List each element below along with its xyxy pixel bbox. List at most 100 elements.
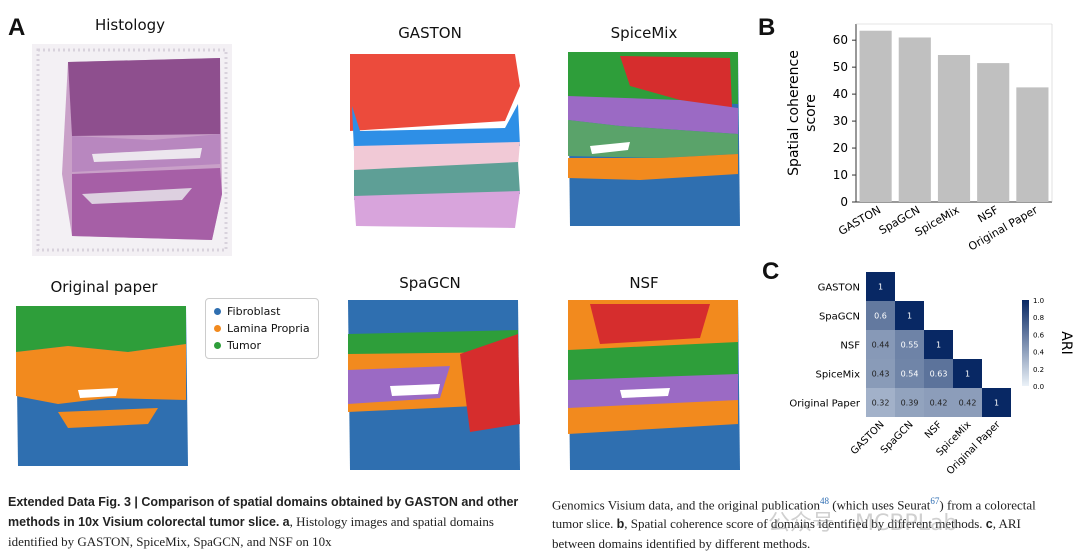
histology-image (32, 44, 232, 256)
histology-title: Histology (94, 16, 166, 34)
gaston-title: GASTON (398, 24, 462, 42)
y-tick-label: 0 (840, 195, 848, 209)
heatmap-cell-value: 1 (878, 283, 883, 292)
heatmap-cell (895, 330, 924, 359)
colorbar-tick-label: 0.0 (1033, 383, 1044, 391)
legend-label: Tumor (227, 339, 261, 352)
colorbar (1022, 300, 1029, 386)
heatmap-cell-value: 0.6 (874, 312, 887, 321)
heatmap-cell (982, 388, 1011, 417)
heatmap-cell (953, 359, 982, 388)
spagcn-domain-map (348, 300, 520, 470)
caption-c-label: c (985, 517, 993, 532)
y-tick-label: 10 (833, 168, 848, 182)
colorbar-label: ARI (1058, 331, 1074, 354)
y-tick-label: 60 (833, 33, 848, 47)
colorbar-tick-label: 0.2 (1033, 366, 1044, 374)
colorbar-tick-label: 0.8 (1033, 314, 1044, 322)
colorbar-tick-label: 0.6 (1033, 331, 1045, 339)
y-tick-label: 50 (833, 60, 848, 74)
panel-b-label: B (758, 14, 776, 41)
legend-dot (214, 308, 221, 315)
heatmap-cell-value: 1 (936, 341, 941, 350)
spagcn-title: SpaGCN (399, 274, 461, 292)
legend-label: Fibroblast (227, 305, 281, 318)
heatmap-row-label: Original Paper (789, 399, 861, 410)
legend-item-tumor: Tumor (214, 337, 310, 354)
caption-text-1: Genomics Visium data, and the original p… (552, 497, 820, 513)
bar-original-paper (1016, 87, 1049, 202)
y-axis-label: Spatial coherencescore (786, 50, 819, 176)
heatmap-cell (866, 272, 895, 301)
heatmap-cell (953, 388, 982, 417)
original-paper-title: Original paper (50, 278, 158, 296)
caption-text-3: ) from a colorectal tumor slice. (552, 497, 1036, 532)
y-axis-label-line: Spatial coherence (786, 50, 802, 176)
heatmap-cell-value: 1 (965, 370, 970, 379)
y-tick-label: 40 (833, 87, 848, 101)
caption-text-2: (which uses Seurat (828, 497, 931, 513)
panel-a-label: A (8, 14, 26, 41)
heatmap-cell (924, 330, 953, 359)
bar-gaston (859, 30, 892, 202)
caption-a-text: , Histology images and spatial domains i… (8, 514, 494, 549)
heatmap-cell (866, 330, 895, 359)
heatmap-cell (866, 359, 895, 388)
heatmap-row-label: SpiceMix (816, 370, 861, 381)
caption-b-label: b (616, 517, 625, 532)
heatmap-cell (866, 301, 895, 330)
heatmap-cell-value: 0.39 (901, 399, 919, 408)
figure-caption-right: Genomics Visium data, and the original p… (552, 492, 1067, 553)
legend-item-lamina-propria: Lamina Propria (214, 320, 310, 337)
heatmap-cell-value: 0.55 (901, 341, 919, 350)
spicemix-domain-map (568, 52, 740, 226)
legend-label: Lamina Propria (227, 322, 310, 335)
heatmap-cell-value: 0.43 (872, 370, 890, 379)
heatmap-cell-value: 1 (907, 312, 912, 321)
heatmap-cell-value: 1 (994, 399, 999, 408)
y-tick-label: 20 (833, 141, 848, 155)
spicemix-title: SpiceMix (610, 24, 678, 42)
caption-text-5: , ARI between domains identified by diff… (552, 516, 1021, 552)
heatmap-cell-value: 0.54 (901, 370, 919, 379)
heatmap-row-label: SpaGCN (819, 312, 860, 323)
cell-type-legend: Fibroblast Lamina Propria Tumor (205, 298, 319, 359)
panel-c-label: C (762, 258, 780, 285)
heatmap-row-label: NSF (840, 341, 860, 352)
bar-spagcn (898, 37, 931, 202)
heatmap-cell (924, 388, 953, 417)
figure-caption-left: Extended Data Fig. 3 | Comparison of spa… (8, 492, 523, 551)
y-axis-label-line: score (803, 94, 819, 132)
caption-ref-67[interactable]: 67 (930, 496, 940, 506)
caption-title: Extended Data Fig. 3 | Comparison of spa… (8, 495, 519, 529)
x-tick-label: Original Paper (966, 203, 1040, 253)
caption-text-4: , Spatial coherence score of domains ide… (624, 516, 986, 532)
colorbar-tick-label: 0.4 (1033, 349, 1045, 357)
heatmap-cell-value: 0.63 (930, 370, 948, 379)
x-tick-label: NSF (976, 203, 1001, 225)
heatmap-row-label: GASTON (818, 283, 860, 294)
heatmap-cell-value: 0.32 (872, 399, 890, 408)
legend-dot (214, 342, 221, 349)
heatmap-cell-value: 0.42 (930, 399, 948, 408)
bar-spicemix (937, 55, 971, 202)
colorbar-tick-label: 1.0 (1033, 297, 1044, 305)
heatmap-cell (895, 359, 924, 388)
legend-dot (214, 325, 221, 332)
heatmap-cell (924, 359, 953, 388)
nsf-domain-map (568, 300, 740, 470)
caption-ref-48[interactable]: 48 (819, 496, 829, 506)
caption-a-label: a (282, 515, 290, 529)
heatmap-cell (895, 301, 924, 330)
heatmap-cell-value: 0.44 (872, 341, 890, 350)
heatmap-cell (895, 388, 924, 417)
nsf-title: NSF (629, 274, 659, 292)
heatmap-col-label: NSF (923, 419, 945, 441)
x-tick-label: SpiceMix (913, 203, 962, 239)
original-paper-domain-map (16, 306, 188, 466)
heatmap-cell-value: 0.42 (959, 399, 977, 408)
heatmap-cell (866, 388, 895, 417)
gaston-domain-map (350, 54, 520, 228)
bar-nsf (977, 63, 1010, 202)
